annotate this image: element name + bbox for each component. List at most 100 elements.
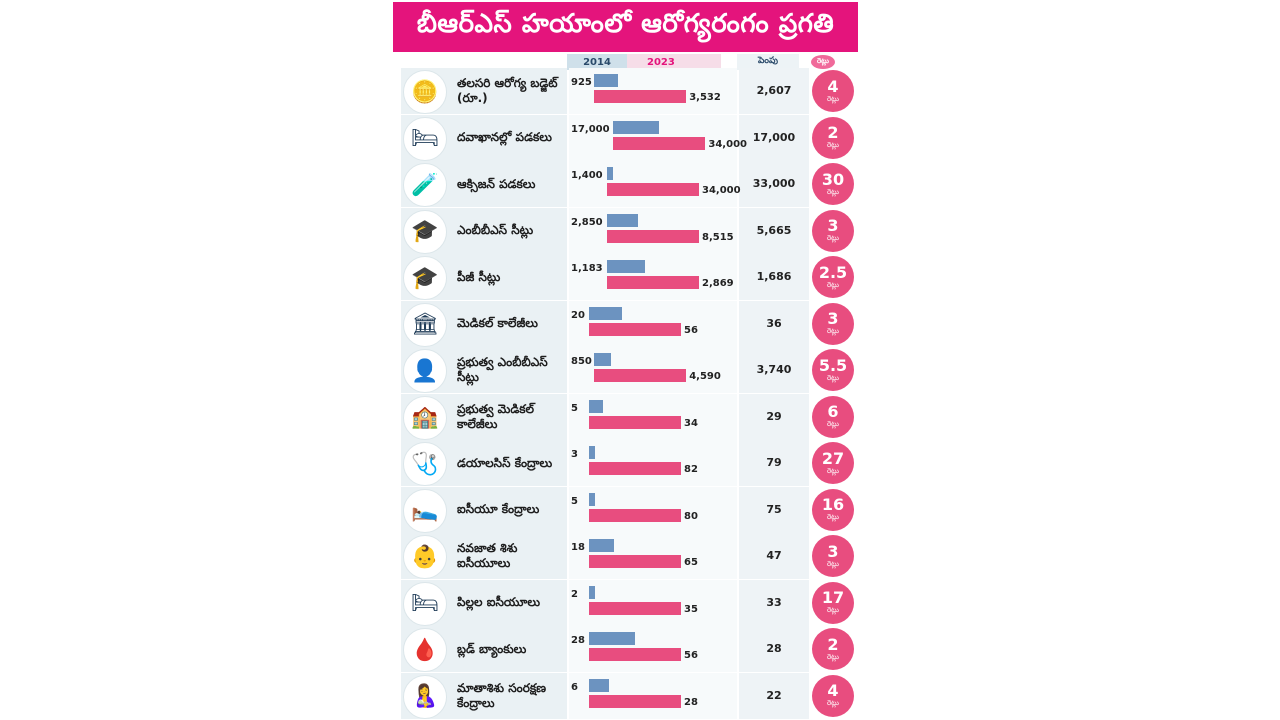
bar-2023 [607,276,699,289]
coins-icon: 🪙 [403,70,447,114]
value-2023: 8,515 [702,231,734,243]
increase-value: 1,686 [756,270,792,283]
increase-value: 33 [766,595,782,609]
times-unit: రెట్లు [827,373,839,382]
increase-value: 36 [766,316,782,330]
value-2014: 28 [571,635,585,646]
row-label: ఆక్సిజన్‌ పడకలు [457,176,536,191]
bar-2023 [613,136,706,150]
times-number: 6 [827,402,839,421]
times-unit: రెట్లు [827,652,839,661]
bar-2014 [589,306,622,320]
value-2023: 65 [684,557,698,568]
value-2014: 17,000 [571,123,610,135]
value-2014: 5 [571,495,578,507]
value-2014: 1,183 [571,263,603,274]
chart-row: 🏫 ప్రభుత్వ మెడికల్‌ కాలేజీలు 5 34 29 6 రెట్లు [401,393,856,440]
times-badge: 17 రెట్లు [812,581,854,624]
bar-2023 [594,90,687,103]
bar-2014 [589,632,635,645]
value-2023: 34,000 [702,185,741,196]
bar-2014 [589,678,609,692]
times-badge: 27 రెట్లు [812,442,854,484]
times-badge: 3 రెట్లు [812,209,854,252]
chart-row: 🧪 ఆక్సిజన్‌ పడకలు 1,400 34,000 33,000 30 రెట్ల… [401,161,856,207]
chart-row: 🪙 తలసరి ఆరోగ్య బడ్జెట్‌ (రూ.) 925 3,532 2,60… [401,68,856,114]
times-badge: 2.5 రెట్లు [812,256,854,298]
times-unit: రెట్లు [827,280,839,289]
value-2014: 925 [571,77,592,88]
value-2023: 56 [684,650,698,661]
times-unit: రెట్లు [827,559,839,568]
times-badge: 2 రెట్లు [812,628,854,670]
value-2023: 35 [684,603,698,615]
bar-2023 [589,462,681,475]
icu-bed-icon: 🛌 [403,488,447,533]
row-label: బ్లడ్‌ బ్యాంకులు [457,641,527,656]
dialysis-machine-icon: 🩺 [403,442,447,486]
times-number: 4 [827,76,839,96]
bar-2023 [607,183,699,196]
value-2023: 28 [684,696,698,708]
value-2014: 2,850 [571,216,603,228]
chart-row: 🤱 మాతాశిశు సంరక్షణ కేంద్రాలు 6 28 22 4 రెట్లు [401,672,856,719]
college-building-icon: 🏛 [403,302,447,347]
row-label: ప్రభుత్వ ఎంబీబీఎస్‌ సీట్లు [457,355,548,384]
row-increase-background [739,254,809,300]
value-2014: 1,400 [571,170,603,181]
row-increase-background [739,486,809,533]
times-number: 3 [827,541,839,561]
row-label: నవజాత శిశు ఐసీయూలు [457,541,518,570]
bar-2023 [589,508,681,522]
bar-2023 [589,322,681,336]
hospital-bed-icon: 🛏 [403,116,447,161]
oxygen-cylinder-icon: 🧪 [403,163,447,207]
header-2014: 2014 [567,54,627,70]
times-number: 5.5 [818,355,848,375]
row-increase-background [739,114,809,161]
chart-row: 👶 నవజాత శిశు ఐసీయూలు 18 65 47 3 రెట్లు [401,533,856,579]
row-increase-background [739,161,809,207]
page-title: బీఆర్‌ఎస్‌ హయాంలో ఆరోగ్యరంగం ప్రగతి [393,2,858,52]
value-2023: 82 [684,464,698,475]
row-increase-background [739,440,809,486]
times-number: 4 [827,681,839,700]
row-label: పిల్లల ఐసీయూలు [457,595,540,609]
times-number: 2 [827,634,839,654]
increase-value: 5,665 [756,223,792,237]
times-badge: 6 రెట్లు [812,395,854,438]
value-2014: 5 [571,402,578,414]
row-label: ప్రభుత్వ మెడికల్‌ కాలేజీలు [457,401,534,431]
increase-value: 47 [766,549,782,562]
row-increase-background [739,626,809,672]
times-number: 2.5 [818,262,848,282]
increase-value: 75 [766,502,782,516]
bar-2014 [594,353,612,366]
value-2023: 2,869 [702,278,734,289]
incubator-icon: 👶 [403,535,447,579]
chart-row: 🏛 మెడికల్‌ కాలేజీలు 20 56 36 3 రెట్లు [401,300,856,347]
times-badge: 3 రెట్లు [812,535,854,577]
increase-value: 17,000 [752,130,796,144]
row-increase-background [739,533,809,579]
times-unit: రెట్లు [827,513,839,521]
bar-2014 [589,399,603,413]
bar-2014 [607,213,638,227]
bar-2014 [589,539,614,552]
bar-2023 [594,369,687,382]
chart-row: 🛌 ఐసీయూ కేంద్రాలు 5 80 75 16 రెట్లు [401,486,856,533]
times-badge: 4 రెట్లు [812,70,854,112]
row-label: మాతాశిశు సంరక్షణ కేంద్రాలు [457,680,546,710]
row-label: మెడికల్‌ కాలేజీలు [457,316,538,330]
times-badge: 2 రెట్లు [812,116,854,159]
bar-2014 [613,120,660,134]
times-unit: రెట్లు [827,466,839,475]
row-label: పీజీ సీట్లు [457,269,501,284]
row-increase-background [739,68,809,114]
graduate-person-icon: 👤 [403,349,447,393]
graduation-cap-icon: 🎓 [403,256,447,300]
increase-value: 2,607 [756,84,792,97]
government-college-icon: 🏫 [403,395,447,440]
header-increase: పెంపు [737,54,799,70]
bar-2023 [589,555,681,568]
